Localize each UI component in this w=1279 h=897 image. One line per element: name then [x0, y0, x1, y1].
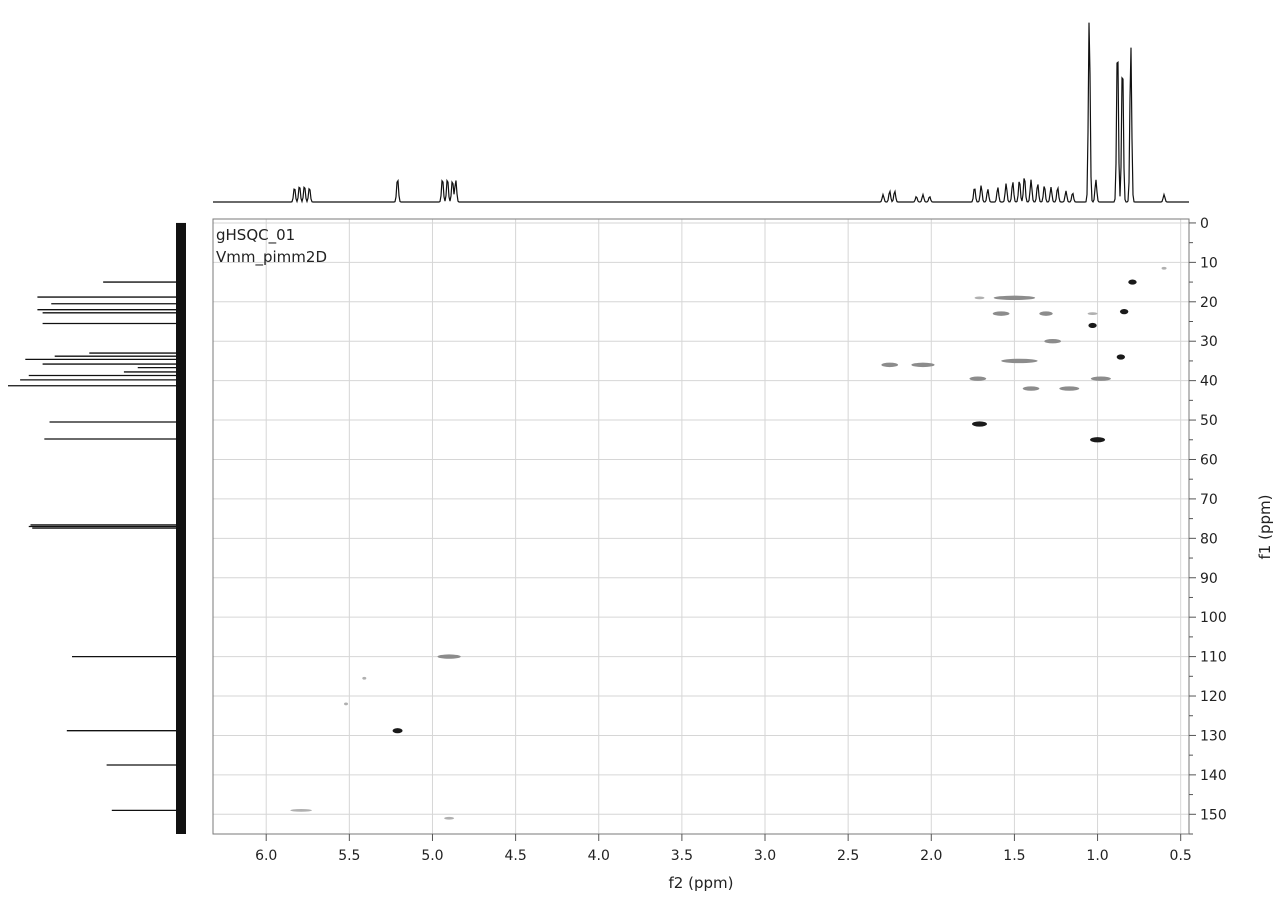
proton-spectrum-trace — [213, 22, 1189, 204]
y-tick-label: 10 — [1200, 255, 1218, 271]
plot-frame — [212, 218, 1190, 835]
x-tick-label: 5.5 — [338, 848, 360, 864]
cross-peak — [972, 421, 987, 427]
cross-peak — [1001, 358, 1038, 364]
y-tick-label: 30 — [1200, 334, 1218, 350]
proton-projection — [213, 22, 1189, 204]
y-tick-label: 40 — [1200, 374, 1218, 390]
cross-peak — [1090, 376, 1111, 381]
grid-lines — [213, 219, 1189, 834]
cross-peak — [1090, 437, 1106, 443]
x-tick-label: 0.5 — [1170, 848, 1192, 864]
cross-peak — [392, 728, 403, 734]
x-tick-label: 4.0 — [588, 848, 610, 864]
cross-peak — [1059, 386, 1080, 391]
cross-peak — [444, 816, 455, 820]
y-tick-label: 0 — [1200, 216, 1209, 232]
cross-peak — [362, 676, 367, 680]
y-tick-label: 90 — [1200, 571, 1218, 587]
cross-peak — [881, 362, 899, 368]
y-tick-label: 120 — [1200, 689, 1227, 705]
y-tick-label: 70 — [1200, 492, 1218, 508]
cross-peak — [992, 311, 1010, 316]
y-tick-label: 130 — [1200, 728, 1227, 744]
y-axis: 0 10 20 30 40 50 60 70 80 90 100 110 120 130 140 150 — [1189, 216, 1227, 835]
cross-peak — [1022, 386, 1040, 391]
y-tick-label: 60 — [1200, 452, 1218, 468]
sample-label: Vmm_pimm2D — [216, 248, 327, 267]
cross-peak — [290, 808, 312, 812]
x-axis: 6.0 5.5 5.0 4.5 4.0 3.5 3.0 2.5 2.0 1.5 1.0 0.5 — [255, 834, 1192, 864]
x-tick-label: 2.0 — [920, 848, 942, 864]
cross-peak — [974, 296, 985, 300]
cross-peak — [344, 702, 349, 706]
cross-peak — [1116, 354, 1125, 360]
cross-peak — [437, 654, 461, 659]
x-tick-label: 3.5 — [671, 848, 693, 864]
x-tick-label: 4.5 — [504, 848, 526, 864]
y-tick-label: 100 — [1200, 610, 1227, 626]
cross-peak — [993, 295, 1036, 301]
y-axis-label: f1 (ppm) — [1256, 495, 1274, 560]
cross-peak — [911, 362, 935, 368]
y-tick-label: 80 — [1200, 531, 1218, 547]
x-tick-label: 6.0 — [255, 848, 277, 864]
cross-peak — [1161, 266, 1167, 270]
x-tick-label: 5.0 — [421, 848, 443, 864]
y-tick-label: 50 — [1200, 413, 1218, 429]
carbon-projection — [8, 222, 186, 834]
cross-peak — [1087, 312, 1098, 316]
y-tick-label: 20 — [1200, 295, 1218, 311]
x-tick-label: 1.0 — [1086, 848, 1108, 864]
cross-peak — [969, 376, 987, 381]
cross-peak — [1119, 309, 1129, 315]
y-tick-label: 110 — [1200, 650, 1227, 666]
cross-peak — [1044, 339, 1061, 344]
x-tick-label: 2.5 — [837, 848, 859, 864]
cross-peak — [1088, 322, 1097, 329]
cross-peak — [1128, 279, 1137, 285]
x-tick-label: 3.0 — [754, 848, 776, 864]
x-tick-label: 1.5 — [1003, 848, 1025, 864]
cross-peak — [1039, 311, 1053, 316]
cross-peaks — [290, 266, 1167, 820]
experiment-label: gHSQC_01 — [216, 226, 295, 245]
x-axis-label: f2 (ppm) — [669, 874, 734, 892]
y-tick-label: 150 — [1200, 807, 1227, 823]
y-tick-label: 140 — [1200, 768, 1227, 784]
